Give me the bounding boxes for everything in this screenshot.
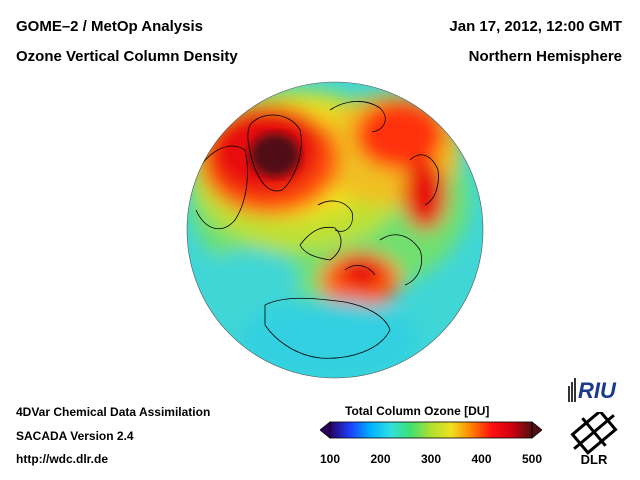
colorbar-tick: 300 bbox=[420, 452, 442, 466]
riu-logo: RIU bbox=[568, 378, 617, 403]
ozone-globe-map bbox=[186, 81, 484, 379]
colorbar-tick: 500 bbox=[521, 452, 543, 466]
footer-url: http://wdc.dlr.de bbox=[16, 452, 108, 466]
colorbar-high-arrow bbox=[531, 421, 542, 439]
colorbar bbox=[320, 421, 542, 439]
subtitle-right: Northern Hemisphere bbox=[468, 48, 622, 65]
colorbar-tick: 200 bbox=[370, 452, 391, 466]
footer-line2: SACADA Version 2.4 bbox=[16, 429, 134, 443]
colorbar-low-arrow bbox=[320, 421, 331, 439]
dlr-logo: DLR bbox=[570, 412, 618, 467]
title-left: GOME–2 / MetOp Analysis bbox=[16, 18, 203, 35]
title-right: Jan 17, 2012, 12:00 GMT bbox=[449, 18, 622, 35]
colorbar-title: Total Column Ozone [DU] bbox=[345, 404, 490, 418]
riu-logo-text: RIU bbox=[578, 378, 617, 403]
colorbar-gradient bbox=[329, 421, 533, 439]
dlr-logo-text: DLR bbox=[581, 452, 608, 467]
footer-line1: 4DVar Chemical Data Assimilation bbox=[16, 405, 211, 419]
colorbar-tick: 100 bbox=[319, 452, 341, 466]
subtitle-left: Ozone Vertical Column Density bbox=[16, 48, 238, 65]
colorbar-tick: 400 bbox=[471, 452, 492, 466]
